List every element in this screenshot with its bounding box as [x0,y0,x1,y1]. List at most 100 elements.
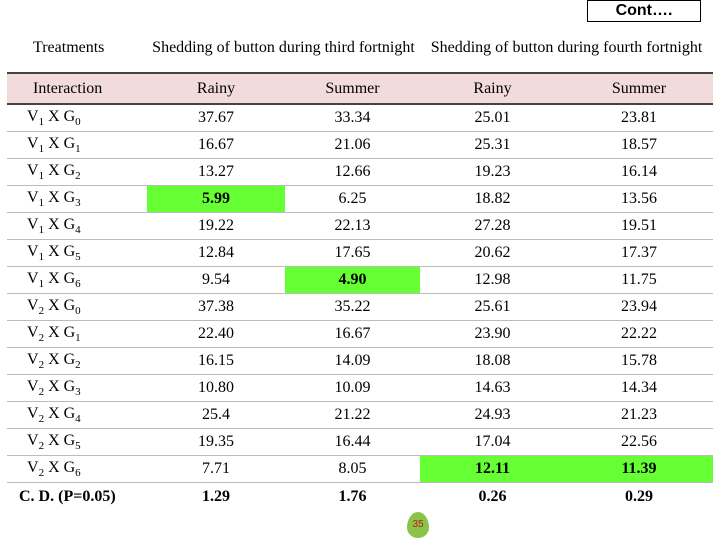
header-row: Treatments Shedding of button during thi… [7,22,713,74]
value-cell: 16.15 [147,347,285,375]
data-row: V2 X G2 16.15 14.09 18.08 15.78 [7,347,713,375]
row-label: V2 X G4 [7,401,147,429]
header-cell: Treatments [7,22,147,74]
subheader-cell: Summer [565,73,713,105]
cd-row: C. D. (P=0.05) 1.29 1.76 0.26 0.29 [7,483,713,512]
corner-note: Cont…. [587,0,701,22]
subheader-cell: Rainy [147,73,285,105]
highlighted-cell: 5.99 [147,185,285,213]
subheader-cell: Interaction [7,73,147,105]
value-cell: 8.05 [285,455,420,483]
highlighted-cell: 12.11 [420,455,565,483]
value-cell: 35.22 [285,293,420,321]
value-cell: 18.08 [420,347,565,375]
data-row: V1 X G4 19.22 22.13 27.28 19.51 [7,212,713,240]
value-cell: 12.98 [420,266,565,294]
row-label: V2 X G1 [7,320,147,348]
data-row: V1 X G2 13.27 12.66 19.23 16.14 [7,158,713,186]
value-cell: 27.28 [420,212,565,240]
row-label: V2 X G3 [7,374,147,402]
row-label: V2 X G2 [7,347,147,375]
value-cell: 24.93 [420,401,565,429]
value-cell: 12.84 [147,239,285,267]
value-cell: 37.38 [147,293,285,321]
value-cell: 6.25 [285,185,420,213]
row-label: V1 X G6 [7,266,147,294]
row-label: V1 X G0 [7,104,147,132]
data-row: V1 X G0 37.67 33.34 25.01 23.81 [7,104,713,132]
row-label: V1 X G3 [7,185,147,213]
value-cell: 14.63 [420,374,565,402]
value-cell: 14.34 [565,374,713,402]
value-cell: 20.62 [420,239,565,267]
value-cell: 25.31 [420,131,565,159]
value-cell: 0.29 [625,488,653,505]
header-cell: Shedding of button during third fortnigh… [147,22,420,74]
row-label: V2 X G0 [7,293,147,321]
row-label: C. D. (P=0.05) [19,488,116,505]
value-cell: 37.67 [147,104,285,132]
value-cell: 15.78 [565,347,713,375]
value-cell: 11.75 [565,266,713,294]
row-label: V2 X G5 [7,428,147,456]
value-cell: 17.04 [420,428,565,456]
row-label: V1 X G1 [7,131,147,159]
value-cell: 9.54 [147,266,285,294]
value-cell: 19.22 [147,212,285,240]
data-row: V2 X G0 37.38 35.22 25.61 23.94 [7,293,713,321]
data-row: V2 X G1 22.40 16.67 23.90 22.22 [7,320,713,348]
value-cell: 16.67 [147,131,285,159]
data-row: V1 X G5 12.84 17.65 20.62 17.37 [7,239,713,267]
value-cell: 19.35 [147,428,285,456]
data-row: V1 X G3 5.99 6.25 18.82 13.56 [7,185,713,213]
data-row: V2 X G6 7.71 8.05 12.11 11.39 [7,455,713,483]
value-cell: 16.67 [285,320,420,348]
value-cell: 25.4 [147,401,285,429]
value-cell: 10.09 [285,374,420,402]
subheader-row: Interaction Rainy Summer Rainy Summer [7,73,713,105]
value-cell: 25.61 [420,293,565,321]
value-cell: 1.29 [202,488,230,505]
value-cell: 18.82 [420,185,565,213]
value-cell: 13.56 [565,185,713,213]
data-row: V1 X G1 16.67 21.06 25.31 18.57 [7,131,713,159]
value-cell: 17.37 [565,239,713,267]
data-row: V1 X G6 9.54 4.90 12.98 11.75 [7,266,713,294]
value-cell: 22.22 [565,320,713,348]
value-cell: 23.90 [420,320,565,348]
highlighted-cell: 11.39 [565,455,713,483]
value-cell: 21.23 [565,401,713,429]
data-row: V2 X G4 25.4 21.22 24.93 21.23 [7,401,713,429]
value-cell: 33.34 [285,104,420,132]
highlighted-cell: 4.90 [285,266,420,294]
row-label: V1 X G5 [7,239,147,267]
value-cell: 1.76 [338,488,367,505]
value-cell: 22.13 [285,212,420,240]
value-cell: 10.80 [147,374,285,402]
page-number: 35 [407,512,429,538]
value-cell: 18.57 [565,131,713,159]
data-row: V2 X G5 19.35 16.44 17.04 22.56 [7,428,713,456]
value-cell: 7.71 [147,455,285,483]
value-cell: 23.94 [565,293,713,321]
value-cell: 22.40 [147,320,285,348]
value-cell: 21.22 [285,401,420,429]
table-body: Treatments Shedding of button during thi… [7,22,713,511]
row-label: V1 X G2 [7,158,147,186]
value-cell: 0.26 [478,488,507,505]
row-label: V1 X G4 [7,212,147,240]
value-cell: 13.27 [147,158,285,186]
value-cell: 21.06 [285,131,420,159]
value-cell: 19.23 [420,158,565,186]
value-cell: 14.09 [285,347,420,375]
value-cell: 25.01 [420,104,565,132]
subheader-cell: Summer [285,73,420,105]
value-cell: 22.56 [565,428,713,456]
subheader-cell: Rainy [420,73,565,105]
header-cell: Shedding of button during fourth fortnig… [420,22,713,74]
data-row: V2 X G3 10.80 10.09 14.63 14.34 [7,374,713,402]
value-cell: 19.51 [565,212,713,240]
value-cell: 16.44 [285,428,420,456]
value-cell: 16.14 [565,158,713,186]
